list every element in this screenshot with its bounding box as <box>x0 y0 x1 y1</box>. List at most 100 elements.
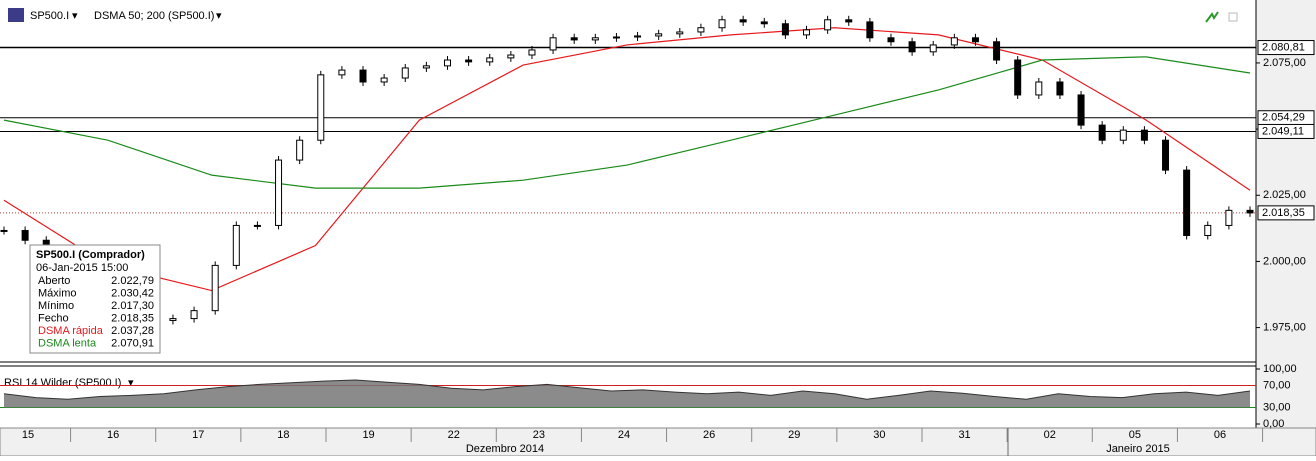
x-tick-label: 06 <box>1214 429 1226 441</box>
moving-average <box>3 56 1251 189</box>
candle <box>1014 59 1022 96</box>
candle <box>253 224 261 227</box>
x-tick-label: 23 <box>533 429 545 441</box>
candle <box>908 41 916 53</box>
info-value: 2.018,35 <box>111 312 154 324</box>
candle <box>634 35 642 38</box>
dropdown[interactable]: ▾ <box>72 10 78 22</box>
y-tick-label: 1.975,00 <box>1263 322 1306 334</box>
candle <box>1056 81 1064 96</box>
level-label: 2.049,11 <box>1262 125 1304 137</box>
rsi-tick-label: 70,00 <box>1263 379 1291 391</box>
candle <box>169 318 177 321</box>
candle <box>845 19 853 23</box>
candle <box>993 41 1001 61</box>
candle <box>950 37 958 46</box>
rsi-tick-label: 30,00 <box>1263 401 1291 413</box>
candle <box>760 21 768 25</box>
y-tick-label: 2.075,00 <box>1263 57 1306 69</box>
candle <box>1077 94 1085 126</box>
candle <box>528 49 536 56</box>
candle <box>190 310 198 320</box>
candle <box>1035 81 1043 96</box>
info-value: 2.037,28 <box>111 325 154 337</box>
candle <box>781 23 789 36</box>
info-label: Fecho <box>38 312 69 324</box>
level-box <box>1257 40 1315 56</box>
symbol[interactable]: SP500.I <box>30 10 69 22</box>
info-label: Mínimo <box>38 300 74 312</box>
info-title: SP500.I (Comprador) <box>36 249 145 261</box>
rsi-title: RSI 14 Wilder (SP500.I) <box>4 377 121 389</box>
candle <box>380 77 388 83</box>
dropdown[interactable]: ▾ <box>128 377 134 389</box>
x-tick-label: 26 <box>703 429 715 441</box>
info-date: 06-Jan-2015 15:00 <box>36 262 128 274</box>
candle <box>296 139 304 161</box>
x-tick-label: 29 <box>788 429 800 441</box>
x-tick-label: 16 <box>107 429 119 441</box>
candle <box>655 33 663 37</box>
x-tick-label: 05 <box>1129 429 1141 441</box>
candle <box>591 37 599 41</box>
price-axis <box>1256 0 1316 456</box>
y-tick-label: 2.000,00 <box>1263 255 1306 267</box>
level-box <box>1257 123 1315 139</box>
candle <box>1162 139 1170 171</box>
candle <box>507 54 515 59</box>
candle <box>1140 129 1148 141</box>
candle <box>1225 209 1233 226</box>
info-frame <box>29 244 161 354</box>
indicator[interactable]: DSMA 50; 200 (SP500.I) <box>94 10 214 22</box>
candle <box>1204 224 1212 236</box>
info-value: 2.022,79 <box>111 275 154 287</box>
candle <box>232 224 240 266</box>
info-label: Máximo <box>38 287 77 299</box>
last-label: 2.018,35 <box>1262 207 1305 219</box>
candle <box>718 19 726 29</box>
candle <box>21 229 29 241</box>
rsi-line <box>3 379 1251 400</box>
candle <box>211 264 219 312</box>
candle <box>1098 124 1106 141</box>
candle <box>1119 129 1127 141</box>
candle <box>887 37 895 43</box>
candle <box>676 31 684 35</box>
month-label: Dezembro 2014 <box>466 443 544 455</box>
y-tick-label: 2.025,00 <box>1263 189 1306 201</box>
info-value: 2.030,42 <box>111 287 154 299</box>
candle <box>422 65 430 69</box>
symbol-icon[interactable] <box>8 8 24 22</box>
candle <box>549 37 557 51</box>
time-axis <box>0 427 1316 457</box>
info-value: 2.070,91 <box>111 337 154 349</box>
candle <box>1183 169 1191 236</box>
candle <box>824 19 832 31</box>
candle <box>929 44 937 53</box>
level-label: 2.080,81 <box>1262 41 1305 53</box>
dropdown[interactable]: ▾ <box>216 10 222 22</box>
candle <box>486 57 494 63</box>
window-button[interactable] <box>1228 12 1238 22</box>
last-box <box>1257 205 1315 221</box>
candle <box>612 36 620 39</box>
candle <box>866 21 874 39</box>
candle <box>317 74 325 141</box>
x-tick-label: 24 <box>618 429 630 441</box>
x-tick-label: 31 <box>958 429 970 441</box>
x-tick-label: 18 <box>277 429 289 441</box>
x-tick-label: 19 <box>362 429 374 441</box>
candle <box>803 29 811 36</box>
candle <box>697 27 705 33</box>
trend-icon[interactable] <box>1205 11 1219 23</box>
candle <box>401 67 409 79</box>
rsi-area <box>4 380 1250 408</box>
info-label: DSMA lenta <box>38 337 97 349</box>
candle <box>338 69 346 76</box>
x-tick-label: 17 <box>192 429 204 441</box>
candle <box>465 59 473 63</box>
candle <box>443 59 451 67</box>
x-tick-label: 22 <box>448 429 460 441</box>
